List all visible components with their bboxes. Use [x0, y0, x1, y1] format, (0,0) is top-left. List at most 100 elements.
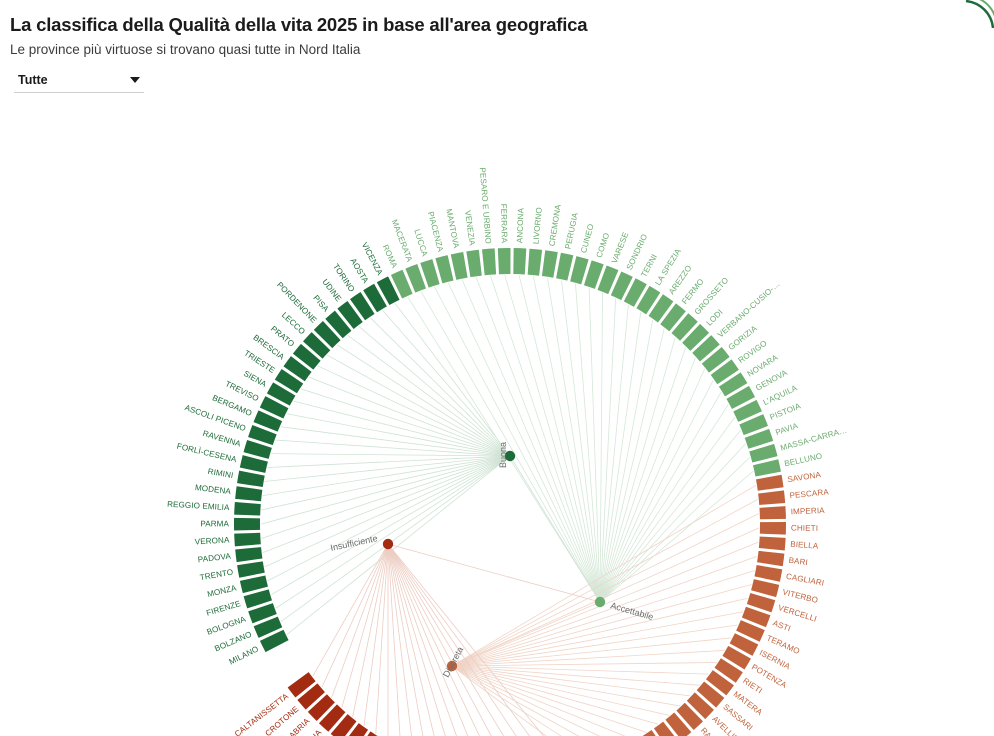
- province-segment[interactable]: [692, 335, 720, 362]
- province-segment[interactable]: [435, 255, 454, 284]
- province-segment[interactable]: [623, 278, 647, 307]
- province-segment[interactable]: [497, 248, 511, 275]
- province-segment[interactable]: [754, 565, 783, 582]
- province-segment[interactable]: [597, 265, 619, 295]
- province-segment[interactable]: [343, 723, 369, 736]
- province-segment[interactable]: [718, 372, 748, 397]
- province-segment[interactable]: [234, 502, 261, 516]
- province-segment[interactable]: [676, 702, 703, 730]
- province-segment[interactable]: [733, 399, 762, 422]
- province-segment[interactable]: [303, 332, 331, 359]
- province-segment[interactable]: [235, 547, 263, 563]
- province-segment[interactable]: [307, 694, 335, 721]
- province-segment[interactable]: [696, 681, 725, 708]
- hub-link: [387, 543, 435, 736]
- province-segment[interactable]: [235, 486, 263, 502]
- hub-link: [293, 400, 511, 457]
- province-segment[interactable]: [753, 459, 781, 477]
- group-hub-dot[interactable]: [504, 450, 516, 462]
- province-segment[interactable]: [253, 410, 283, 432]
- hub-link: [336, 344, 511, 457]
- province-segment[interactable]: [330, 714, 357, 736]
- province-segment[interactable]: [243, 589, 272, 609]
- province-segment[interactable]: [266, 382, 296, 406]
- area-filter-select[interactable]: Tutte: [14, 71, 144, 94]
- province-segment[interactable]: [671, 313, 698, 341]
- province-segment[interactable]: [739, 414, 768, 436]
- province-segment[interactable]: [325, 310, 352, 339]
- province-segment[interactable]: [736, 620, 765, 642]
- province-segment[interactable]: [610, 271, 633, 301]
- province-segment[interactable]: [746, 593, 776, 613]
- province-segment[interactable]: [234, 517, 261, 531]
- province-segment[interactable]: [466, 249, 482, 278]
- province-segment[interactable]: [248, 425, 277, 446]
- province-segment[interactable]: [583, 260, 604, 289]
- province-segment[interactable]: [556, 252, 574, 281]
- province-segment[interactable]: [757, 550, 785, 567]
- province-segment[interactable]: [259, 629, 289, 653]
- province-segment[interactable]: [482, 248, 497, 276]
- province-segment[interactable]: [759, 521, 786, 535]
- province-segment[interactable]: [297, 683, 325, 710]
- group-hub-dot[interactable]: [382, 538, 394, 550]
- province-segment[interactable]: [701, 346, 730, 373]
- province-segment[interactable]: [243, 439, 272, 459]
- province-segment[interactable]: [755, 474, 784, 491]
- province-segment[interactable]: [686, 692, 714, 720]
- province-segment[interactable]: [337, 300, 363, 329]
- province-segment[interactable]: [283, 356, 312, 382]
- province-segment[interactable]: [726, 385, 756, 409]
- province-segment[interactable]: [541, 250, 558, 278]
- province-segment[interactable]: [710, 359, 739, 385]
- province-segment[interactable]: [513, 248, 527, 275]
- province-segment[interactable]: [259, 396, 289, 419]
- province-segment[interactable]: [749, 443, 778, 463]
- radial-chart-svg: MILANOBOLZANOBOLOGNAFIRENZEMONZATRENTOPA…: [167, 167, 848, 736]
- province-segment[interactable]: [527, 248, 543, 276]
- province-segment[interactable]: [318, 704, 346, 732]
- province-segment[interactable]: [405, 264, 426, 293]
- province-segment[interactable]: [234, 532, 261, 547]
- hub-link: [451, 665, 681, 707]
- province-segment[interactable]: [705, 670, 734, 696]
- province-segment[interactable]: [682, 323, 710, 351]
- province-segment[interactable]: [450, 252, 468, 280]
- province-segment[interactable]: [287, 672, 316, 698]
- hub-link: [261, 455, 511, 511]
- province-segment[interactable]: [660, 303, 686, 332]
- province-segment[interactable]: [741, 606, 771, 628]
- province-segment[interactable]: [758, 536, 786, 551]
- province-segment[interactable]: [570, 256, 589, 285]
- province-segment[interactable]: [714, 658, 743, 683]
- province-segment[interactable]: [237, 561, 265, 578]
- province-segment[interactable]: [237, 470, 265, 487]
- province-segment[interactable]: [636, 285, 661, 315]
- province-segment[interactable]: [759, 506, 786, 520]
- province-segment[interactable]: [313, 321, 341, 349]
- province-segment[interactable]: [751, 579, 780, 598]
- province-segment[interactable]: [376, 276, 400, 306]
- group-hub-dot[interactable]: [446, 660, 458, 672]
- province-segment[interactable]: [722, 645, 751, 670]
- province-segment[interactable]: [729, 633, 759, 656]
- province-segment[interactable]: [420, 259, 440, 288]
- province-segment[interactable]: [274, 368, 304, 394]
- province-segment[interactable]: [653, 721, 679, 736]
- province-segment[interactable]: [356, 731, 380, 736]
- province-segment[interactable]: [248, 603, 277, 624]
- group-hub-dot[interactable]: [594, 596, 606, 608]
- province-segment[interactable]: [350, 291, 375, 321]
- province-segment[interactable]: [363, 283, 387, 313]
- group-hub-label: Buona: [498, 442, 508, 468]
- province-segment[interactable]: [758, 490, 786, 505]
- province-segment[interactable]: [292, 343, 321, 370]
- province-segment[interactable]: [239, 575, 268, 594]
- province-segment[interactable]: [648, 294, 674, 323]
- province-segment[interactable]: [744, 428, 774, 449]
- province-segment[interactable]: [642, 730, 666, 736]
- province-segment[interactable]: [253, 616, 283, 638]
- province-segment[interactable]: [665, 712, 692, 736]
- province-segment[interactable]: [239, 455, 268, 473]
- province-segment[interactable]: [390, 269, 413, 299]
